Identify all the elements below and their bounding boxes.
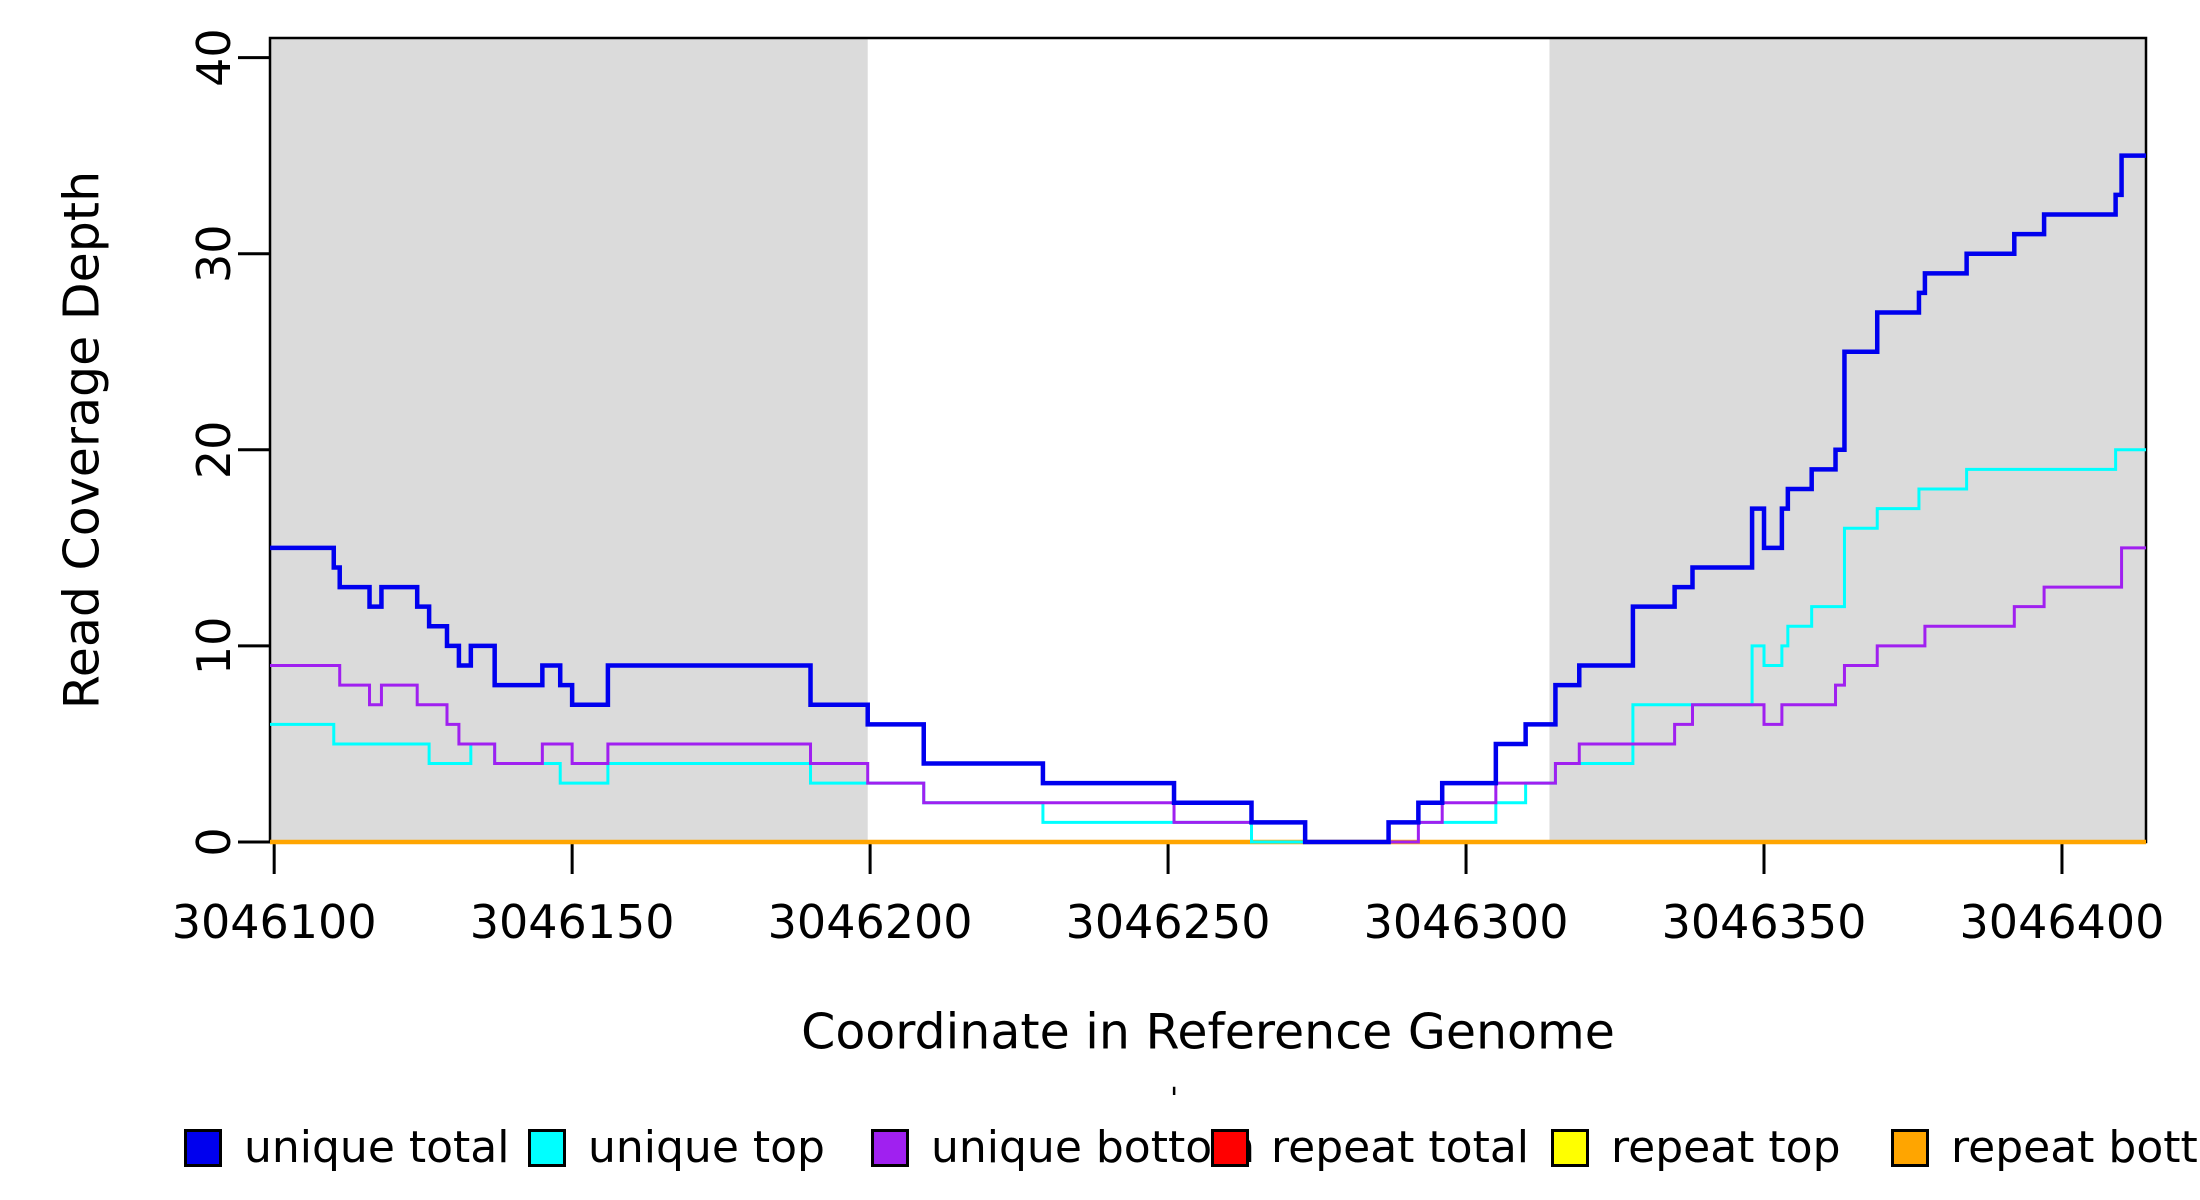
legend: unique total unique top unique bottom repea… [0, 1124, 2200, 1180]
legend-artifact-mark: ' [1170, 1082, 1179, 1117]
x-tick-label: 3046200 [768, 895, 973, 949]
y-tick-label: 40 [187, 28, 241, 87]
x-tick-label: 3046400 [1960, 895, 2165, 949]
legend-item-label: repeat bottom [1951, 1122, 2200, 1173]
y-tick-label: 10 [187, 617, 241, 676]
y-tick-label: 20 [187, 421, 241, 480]
legend-swatch-icon [871, 1129, 909, 1167]
y-tick-label: 30 [187, 224, 241, 283]
legend-item-unique-total: unique total [184, 1124, 509, 1172]
x-tick-label: 3046100 [172, 895, 377, 949]
legend-swatch-icon [1211, 1129, 1249, 1167]
legend-swatch-icon [1551, 1129, 1589, 1167]
series-line-unique-bottom [270, 546, 2146, 844]
y-tick-label: 0 [187, 827, 241, 856]
legend-swatch-icon [528, 1129, 566, 1167]
legend-item-label: repeat total [1271, 1122, 1530, 1173]
legend-item-label: repeat top [1611, 1122, 1841, 1173]
x-tick-label: 3046150 [470, 895, 675, 949]
legend-item-unique-top: unique top [528, 1124, 825, 1172]
shaded-region-1 [270, 38, 868, 842]
legend-item-label: unique total [244, 1122, 510, 1173]
legend-item-repeat-bottom: repeat bottom [1891, 1124, 2200, 1172]
series-line-unique-total [270, 153, 2146, 845]
x-tick-label: 3046350 [1662, 895, 1867, 949]
legend-item-repeat-top: repeat top [1551, 1124, 1841, 1172]
legend-item-unique-bottom: unique bottom [871, 1124, 1255, 1172]
x-tick-label: 3046300 [1364, 895, 1569, 949]
x-axis-title: Coordinate in Reference Genome [801, 1003, 1615, 1061]
legend-item-label: unique bottom [931, 1122, 1256, 1173]
legend-item-label: unique top [588, 1122, 825, 1173]
y-axis-title: Read Coverage Depth [53, 170, 111, 710]
legend-swatch-icon [184, 1129, 222, 1167]
legend-item-repeat-total: repeat total [1211, 1124, 1529, 1172]
legend-swatch-icon [1891, 1129, 1929, 1167]
x-tick-label: 3046250 [1066, 895, 1271, 949]
shaded-region-2 [1549, 38, 2146, 842]
